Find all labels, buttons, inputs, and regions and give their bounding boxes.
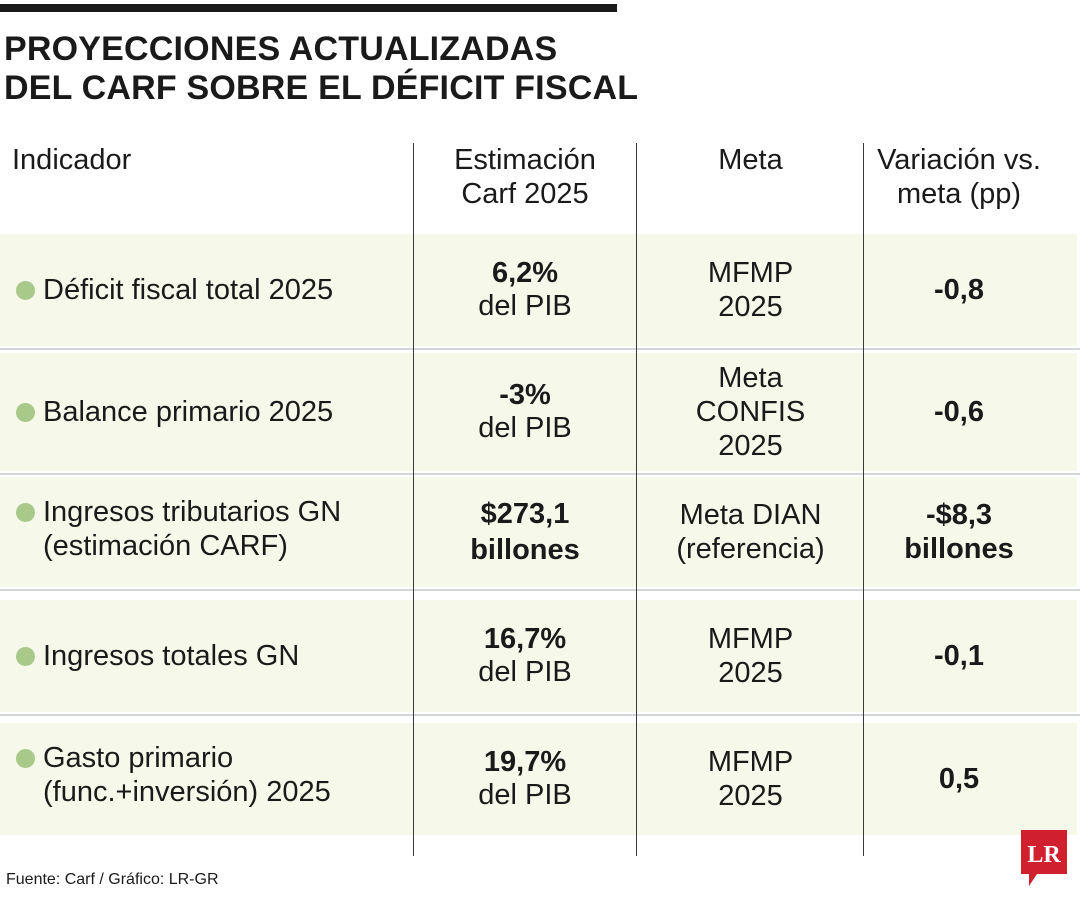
top-rule bbox=[0, 4, 617, 12]
header-indicador: Indicador bbox=[12, 144, 132, 176]
bullet-dot-icon bbox=[16, 749, 35, 768]
source-note: Fuente: Carf / Gráfico: LR-GR bbox=[6, 871, 219, 888]
row-estimacion-unit: del PIB bbox=[478, 290, 572, 322]
table-row: Déficit fiscal total 2025 6,2% del PIB MF… bbox=[0, 234, 1080, 350]
row-variacion: 0,5 bbox=[938, 763, 980, 795]
lr-logo: LR bbox=[1021, 830, 1067, 886]
row-meta: MFMP 2025 bbox=[707, 623, 794, 689]
data-table: Indicador Estimación Carf 2025 Meta Vari… bbox=[0, 143, 1080, 856]
logo-text: LR bbox=[1027, 842, 1061, 868]
row-indicador: Balance primario 2025 bbox=[43, 396, 334, 428]
row-indicador: Ingresos tributarios GN (estimación CARF… bbox=[43, 496, 342, 562]
column-divider bbox=[636, 143, 637, 856]
row-estimacion: 6,2% bbox=[491, 257, 559, 289]
row-estimacion: $273,1 billones bbox=[470, 498, 580, 566]
bullet-dot-icon bbox=[16, 503, 35, 522]
table-row: Ingresos totales GN 16,7% del PIB MFMP 20… bbox=[0, 600, 1080, 716]
row-estimacion-unit: del PIB bbox=[478, 656, 572, 688]
column-divider bbox=[413, 143, 414, 856]
row-variacion: -0,1 bbox=[934, 640, 984, 672]
page-title: PROYECCIONES ACTUALIZADAS DEL CARF SOBRE… bbox=[4, 30, 704, 108]
row-meta: Meta DIAN (referencia) bbox=[676, 499, 825, 565]
row-separator bbox=[0, 473, 1080, 475]
header-meta: Meta bbox=[718, 144, 783, 176]
row-meta: MFMP 2025 bbox=[707, 746, 794, 812]
row-estimacion: 19,7% bbox=[483, 746, 567, 778]
row-estimacion: 16,7% bbox=[483, 623, 567, 655]
bullet-dot-icon bbox=[16, 646, 35, 666]
row-estimacion-unit: del PIB bbox=[478, 779, 572, 811]
header-variacion: Variación vs. meta (pp) bbox=[877, 144, 1041, 210]
bullet-dot-icon bbox=[16, 280, 35, 300]
row-variacion: -0,6 bbox=[934, 396, 984, 428]
row-separator bbox=[0, 589, 1080, 591]
row-separator bbox=[0, 714, 1080, 716]
bullet-dot-icon bbox=[16, 402, 35, 422]
table-row: Ingresos tributarios GN (estimación CARF… bbox=[0, 477, 1080, 591]
row-variacion: -$8,3 billones bbox=[904, 499, 1014, 565]
row-indicador: Déficit fiscal total 2025 bbox=[43, 274, 334, 306]
row-indicador: Ingresos totales GN bbox=[43, 640, 300, 672]
title-line-1: PROYECCIONES ACTUALIZADAS bbox=[4, 30, 558, 68]
table-row: Balance primario 2025 -3% del PIB Meta CO… bbox=[0, 353, 1080, 475]
row-meta: Meta CONFIS 2025 bbox=[695, 362, 806, 462]
row-separator bbox=[0, 348, 1080, 350]
header-estimacion: Estimación Carf 2025 bbox=[454, 144, 596, 210]
row-estimacion: -3% bbox=[499, 379, 551, 411]
column-divider bbox=[863, 143, 864, 856]
row-meta: MFMP 2025 bbox=[707, 257, 794, 323]
row-indicador: Gasto primario (func.+inversión) 2025 bbox=[43, 742, 331, 808]
table-row: Gasto primario (func.+inversión) 2025 19… bbox=[0, 723, 1080, 835]
title-line-2: DEL CARF SOBRE EL DÉFICIT FISCAL bbox=[4, 69, 639, 107]
row-estimacion-unit: del PIB bbox=[478, 412, 572, 444]
row-variacion: -0,8 bbox=[934, 274, 984, 306]
